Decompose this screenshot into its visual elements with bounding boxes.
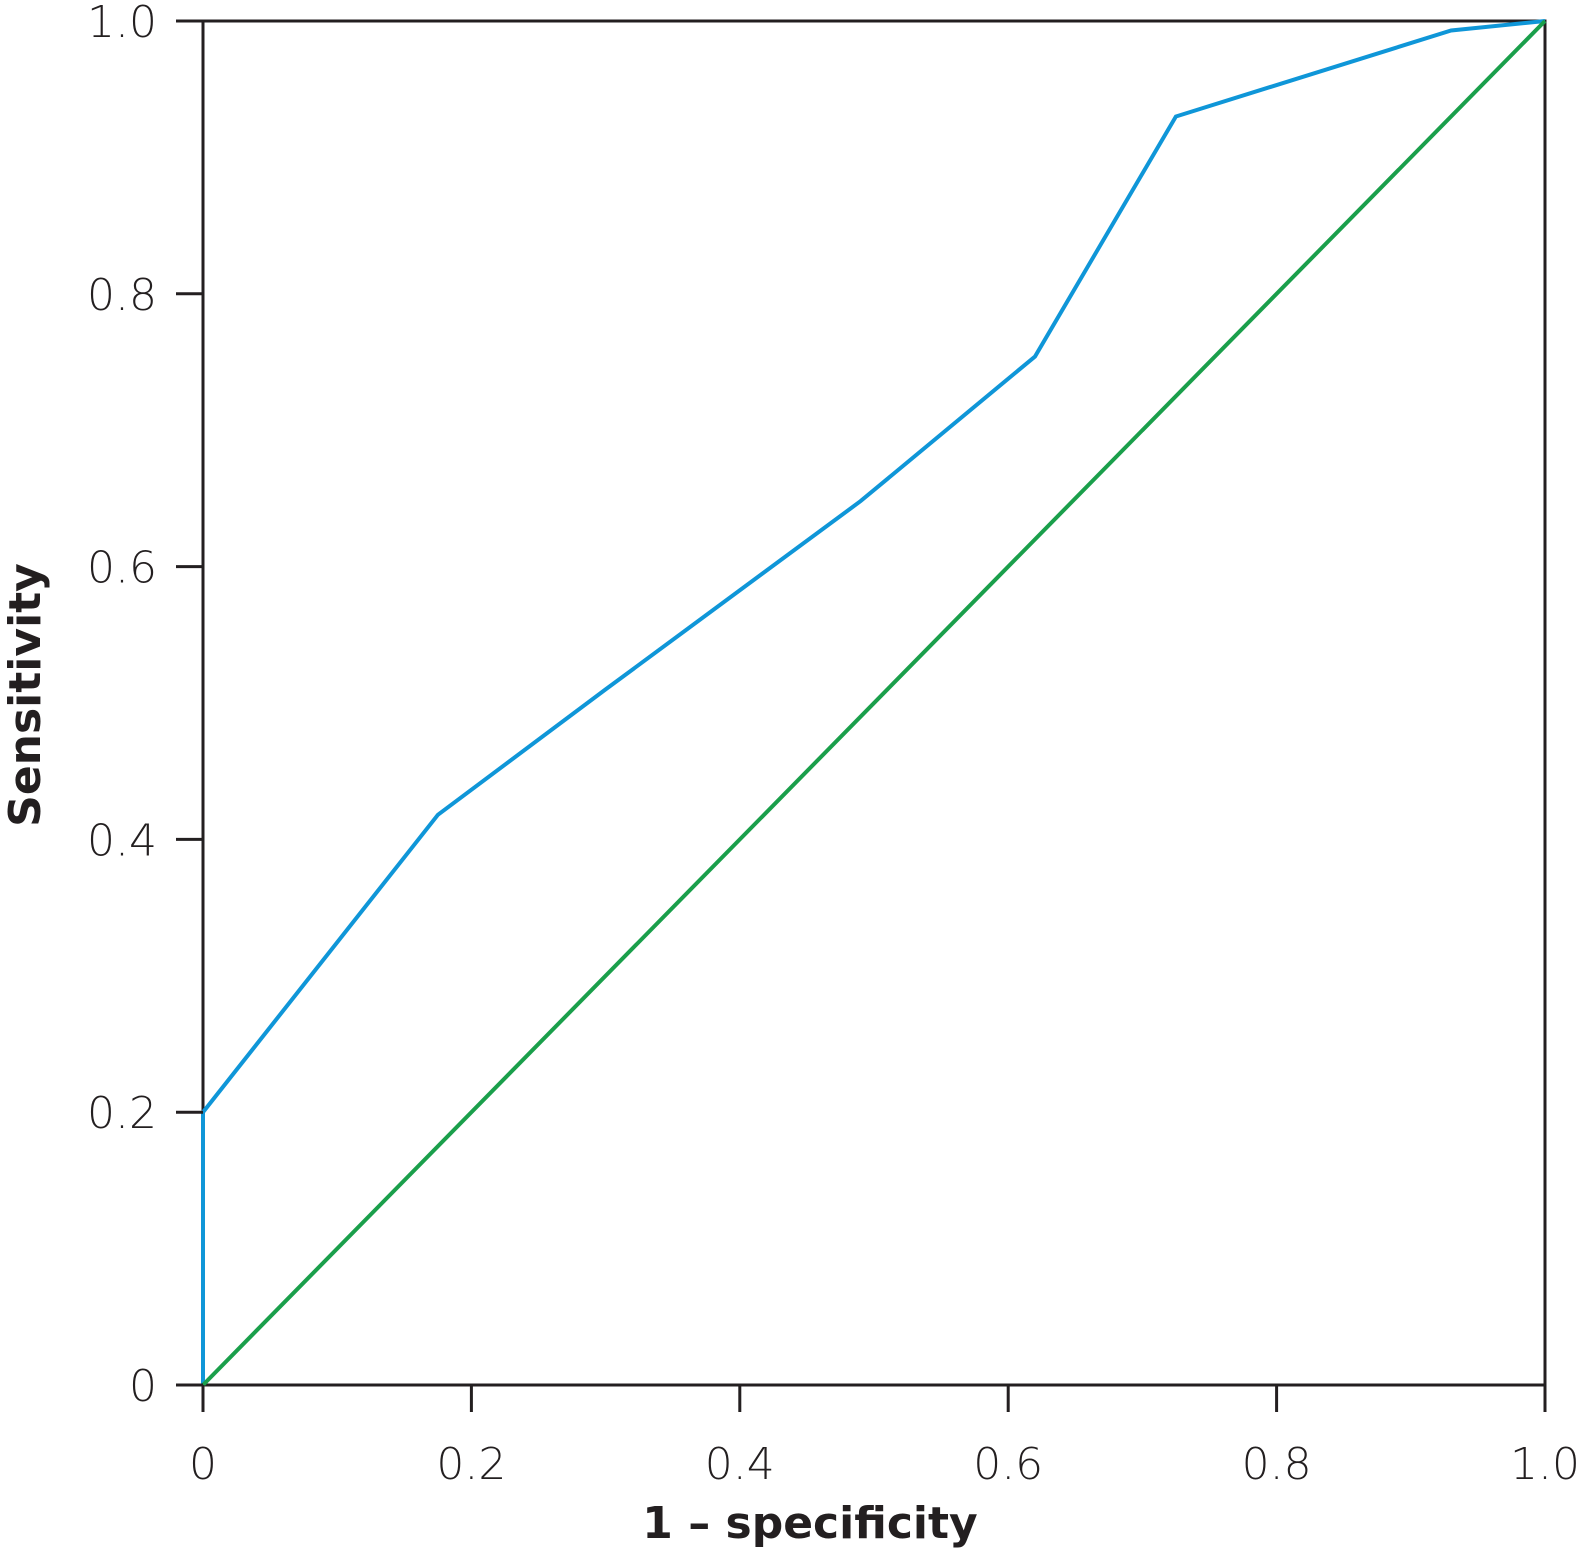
y-axis-title: Sensitivity	[0, 563, 51, 827]
y-tick-label: 0.8	[87, 270, 157, 321]
plot-border	[201, 19, 1547, 1387]
x-axis-title: 1 – specificity	[642, 1498, 977, 1549]
y-tick-label: 1.0	[87, 0, 157, 48]
roc-curve-line	[201, 19, 1546, 1385]
x-tick-label: 0.8	[1242, 1439, 1312, 1490]
y-tick-label: 0.2	[87, 1088, 157, 1139]
x-tick-label: 0	[189, 1439, 217, 1490]
y-tick-label: 0.4	[87, 815, 157, 866]
y-tick-label: 0	[129, 1361, 157, 1412]
x-tick-label: 0.6	[973, 1439, 1043, 1490]
reference-diagonal-line	[201, 19, 1547, 1387]
series-layer	[201, 19, 1547, 1387]
y-tick-label: 0.6	[87, 543, 157, 594]
y-axis-ticks: 0 0.2 0.4 0.6 0.8 1.0	[87, 0, 203, 1412]
x-tick-label: 0.2	[436, 1439, 506, 1490]
x-tick-label: 0.4	[705, 1439, 775, 1490]
x-tick-label: 1.0	[1510, 1439, 1580, 1490]
x-axis-ticks: 0 0.2 0.4 0.6 0.8 1.0	[189, 1385, 1580, 1490]
plot-frame	[201, 19, 1547, 1387]
